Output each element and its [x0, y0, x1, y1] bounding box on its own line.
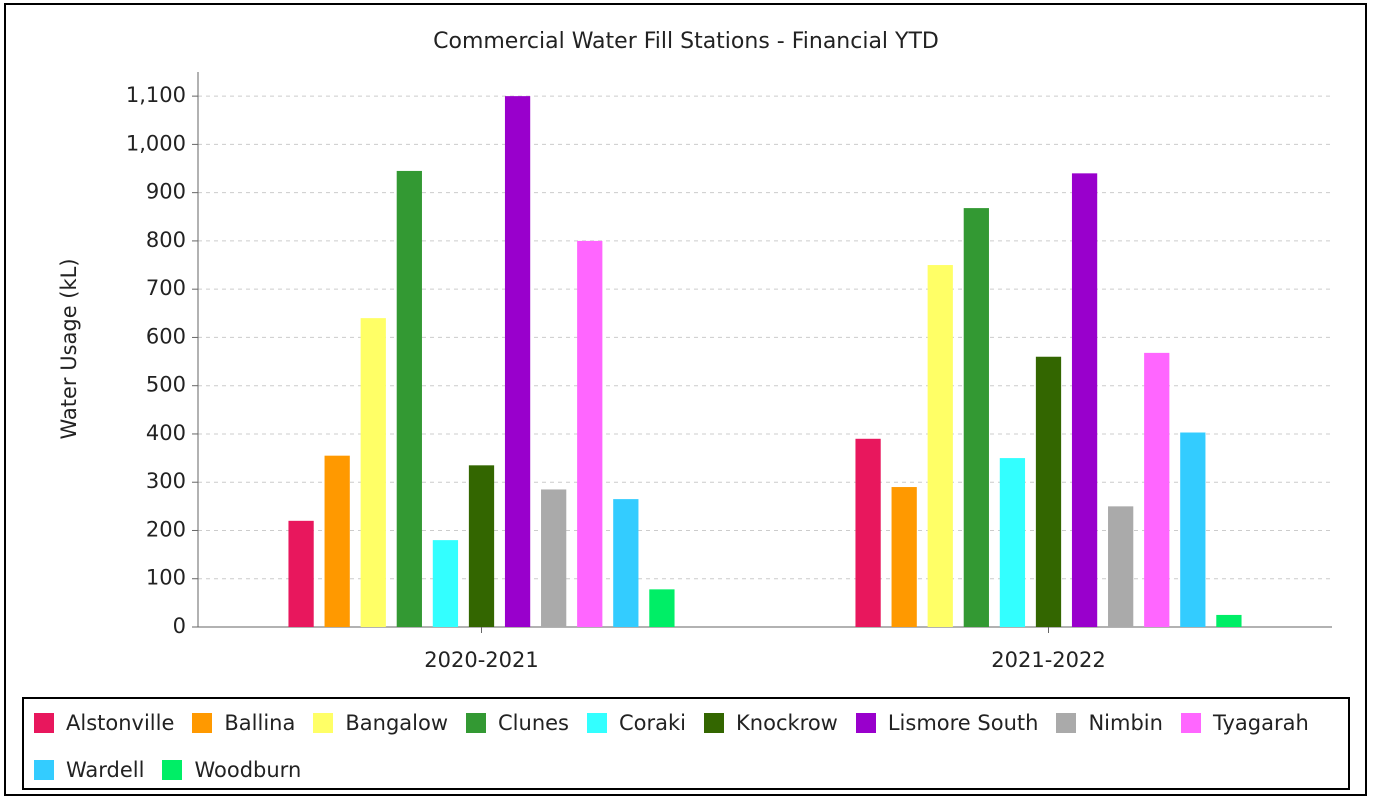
legend-swatch — [162, 760, 183, 780]
legend-swatch — [34, 713, 54, 733]
bar — [855, 438, 881, 627]
legend-swatch — [313, 713, 334, 733]
y-tick-label: 600 — [146, 324, 186, 348]
legend: Alstonville Ballina Bangalow Clunes Coraki Kn… — [22, 697, 1350, 790]
legend-swatch — [704, 713, 725, 733]
y-tick-label: 400 — [146, 421, 186, 445]
bar — [613, 499, 639, 627]
legend-label: Woodburn — [194, 758, 302, 782]
y-tick-label: 0 — [173, 614, 186, 638]
bar — [324, 455, 350, 627]
legend-swatch — [1180, 713, 1201, 733]
bar — [1108, 506, 1134, 627]
legend-label: Clunes — [498, 711, 569, 735]
bar — [468, 465, 495, 627]
legend-item: Wardell — [34, 756, 144, 784]
y-tick-label: 1,100 — [126, 83, 186, 107]
chart-frame — [4, 3, 1367, 796]
legend-label: Bangalow — [345, 711, 449, 735]
legend-item: Coraki — [587, 709, 686, 737]
bar — [504, 96, 531, 627]
legend-label: Ballina — [224, 711, 296, 735]
x-tick-label: 2021-2022 — [991, 648, 1105, 672]
y-tick-label: 300 — [146, 469, 186, 493]
y-tick-label: 800 — [146, 228, 186, 252]
legend-swatch — [466, 713, 487, 733]
legend-label: Alstonville — [66, 711, 175, 735]
bar — [1216, 614, 1242, 627]
bar — [649, 589, 675, 627]
legend-item: Bangalow — [313, 709, 448, 737]
legend-swatch — [34, 760, 54, 780]
y-tick-label: 200 — [146, 517, 186, 541]
legend-label: Wardell — [66, 758, 145, 782]
x-tick-label: 2020-2021 — [424, 648, 538, 672]
bar — [999, 458, 1026, 627]
legend-swatch — [192, 713, 213, 733]
legend-item: Clunes — [466, 709, 569, 737]
legend-item: Woodburn — [162, 756, 301, 784]
legend-item: Alstonville — [34, 709, 174, 737]
bar — [963, 208, 989, 628]
legend-swatch — [587, 713, 607, 733]
bar — [541, 489, 567, 627]
bar — [1035, 356, 1062, 627]
legend-item: Knockrow — [704, 709, 838, 737]
y-tick-label: 500 — [146, 373, 186, 397]
bar — [288, 520, 314, 627]
bar — [577, 240, 603, 628]
legend-label: Coraki — [619, 711, 687, 735]
legend-item: Nimbin — [1056, 709, 1163, 737]
bar — [360, 318, 386, 627]
legend-swatch — [1056, 713, 1077, 733]
y-axis-label: Water Usage (kL) — [57, 258, 81, 439]
bar — [1071, 173, 1098, 627]
legend-item: Ballina — [192, 709, 295, 737]
y-tick-label: 700 — [146, 276, 186, 300]
chart-title: Commercial Water Fill Stations - Financi… — [433, 29, 939, 54]
bar — [432, 540, 459, 627]
legend-label: Lismore South — [887, 711, 1039, 735]
bar — [927, 265, 953, 627]
y-tick-label: 100 — [146, 566, 186, 590]
legend-label: Knockrow — [736, 711, 838, 735]
legend-item: Tyagarah — [1180, 709, 1309, 737]
legend-label: Nimbin — [1088, 711, 1163, 735]
bar — [1180, 432, 1206, 627]
legend-label: Tyagarah — [1212, 711, 1309, 735]
y-tick-label: 900 — [146, 180, 186, 204]
legend-item: Lismore South — [855, 709, 1039, 737]
bar — [396, 170, 422, 627]
legend-swatch — [855, 713, 876, 733]
bar — [1144, 352, 1170, 627]
bar — [891, 487, 917, 627]
y-tick-label: 1,000 — [126, 131, 186, 155]
